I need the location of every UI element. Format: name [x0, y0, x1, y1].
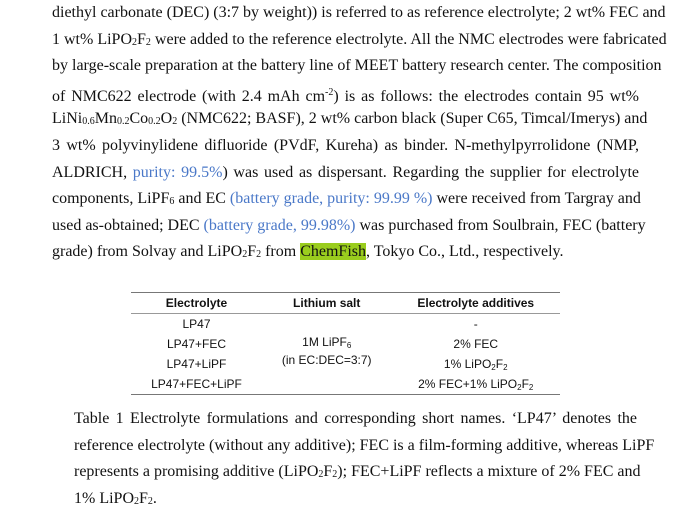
text-run: by large-scale preparation at the batter… — [52, 57, 662, 75]
text-run: were received from Targray and — [432, 190, 641, 208]
header-additives: Electrolyte additives — [391, 292, 560, 314]
subscript: 0.2 — [148, 116, 161, 128]
text-run: LiNi — [52, 110, 83, 128]
link-text: (battery grade, purity: 99.99 %) — [229, 190, 433, 208]
text-run: 2% FEC — [453, 337, 499, 351]
table-header-row: Electrolyte Lithium salt Electrolyte add… — [131, 292, 560, 314]
salt-sub: 6 — [346, 340, 352, 350]
table-row: LP47+LiPF 1% LiPO2F2 — [131, 354, 560, 374]
text-run: 1% LiPO — [443, 356, 492, 371]
text-line: 1 wt% LiPO2F2 were added to the referenc… — [52, 27, 667, 54]
text-run: Co — [129, 110, 149, 128]
subscript: 2 — [318, 469, 324, 481]
text-line: ALDRICH, purity: 99.5%) was used as disp… — [52, 160, 639, 187]
subscript: 0.6 — [82, 116, 95, 128]
text-run: used as-obtained; DEC — [52, 216, 204, 234]
cell-additive: 2% FEC — [391, 334, 560, 354]
table-row: LP47 1M LiPF6 (in EC:DEC=3:7) - — [131, 314, 560, 367]
text-run: , Tokyo Co., Ltd., respectively. — [366, 243, 564, 261]
text-run: from — [261, 243, 301, 261]
text-run: represents a promising additive (LiPO — [74, 463, 319, 481]
text-run: of NMC622 electrode (with 2.4 mAh cm — [52, 87, 326, 105]
text-run: F — [247, 243, 257, 261]
text-run: ) is as follows: the electrodes contain … — [333, 87, 639, 105]
subscript: 2 — [172, 116, 178, 128]
text-run: F — [521, 376, 529, 391]
text-run: F — [495, 356, 504, 371]
subscript: 2 — [256, 249, 262, 261]
text-run: ); FEC+LiPF reflects a mixture of 2% FEC… — [337, 463, 641, 481]
text-run: F — [137, 30, 146, 48]
text-run: Mn — [94, 110, 117, 128]
text-line: Table 1 Electrolyte formulations and cor… — [74, 406, 637, 433]
text-run: F — [323, 463, 333, 481]
text-line: reference electrolyte (without any addit… — [74, 433, 654, 460]
text-line: components, LiPF6 and EC (battery grade,… — [52, 186, 641, 213]
subscript: 2 — [528, 382, 534, 392]
text-run: - — [473, 317, 478, 331]
table-row: LP47+FEC 2% FEC — [131, 334, 560, 354]
text-line: of NMC622 electrode (with 2.4 mAh cm-2) … — [52, 80, 639, 107]
subscript: 2 — [132, 36, 137, 48]
text-run: (NMC622; BASF), 2 wt% carbon black (Supe… — [177, 110, 648, 128]
table-caption: Table 1 Electrolyte formulations and cor… — [74, 406, 654, 513]
text-run: 3 wt% polyvinylidene difluoride (PVdF, K… — [52, 136, 639, 154]
header-electrolyte: Electrolyte — [131, 292, 262, 314]
text-run: 1% LiPO — [74, 489, 134, 507]
text-line: represents a promising additive (LiPO2F2… — [74, 459, 641, 486]
cell-lithium-salt: 1M LiPF6 (in EC:DEC=3:7) — [262, 314, 392, 395]
subscript: 2 — [134, 495, 139, 507]
text-run: ALDRICH, — [52, 163, 133, 181]
salt-line1: 1M LiPF — [302, 334, 347, 349]
cell-electrolyte: LP47+FEC+LiPF — [151, 377, 242, 391]
text-line: grade) from Solvay and LiPO2F2 from Chem… — [52, 239, 639, 266]
subscript: 2 — [503, 362, 508, 372]
text-run: ) was used as dispersant. Regarding the … — [222, 163, 640, 181]
text-run: components, LiPF — [52, 190, 170, 208]
text-line: LiNi0.6Mn0.2Co0.2O2 (NMC622; BASF), 2 wt… — [52, 106, 647, 133]
text-run: diethyl carbonate (DEC) (3:7 by weight))… — [52, 4, 666, 21]
text-run: F — [139, 489, 148, 507]
subscript: 2 — [147, 495, 153, 507]
link-text: purity: 99.5% — [132, 163, 223, 181]
text-run: and EC — [174, 190, 230, 208]
text-run: Table 1 Electrolyte formulations and cor… — [74, 410, 637, 427]
text-run: 2% FEC+1% LiPO — [418, 376, 518, 391]
text-line: diethyl carbonate (DEC) (3:7 by weight))… — [52, 0, 666, 27]
text-line: 1% LiPO2F2. — [74, 486, 637, 513]
electrolyte-table: Electrolyte Lithium salt Electrolyte add… — [131, 292, 560, 395]
subscript: 6 — [169, 196, 175, 208]
highlighted-text: ChemFish — [300, 243, 366, 261]
header-lithium-salt: Lithium salt — [261, 292, 392, 314]
text-line: by large-scale preparation at the batter… — [52, 53, 662, 80]
subscript: 2 — [332, 469, 338, 481]
subscript: 2 — [242, 249, 248, 261]
cell-additive: 2% FEC+1% LiPO2F2 — [391, 374, 560, 395]
text-run: was purchased from Soulbrain, FEC (batte… — [355, 216, 646, 234]
text-run: grade) from Solvay and LiPO — [52, 243, 243, 261]
text-run: O — [160, 110, 173, 128]
text-run: were added to the reference electrolyte.… — [150, 30, 667, 48]
text-run: . — [152, 489, 157, 507]
table-row: LP47+FEC+LiPF 2% FEC+1% LiPO2F2 — [131, 374, 560, 395]
cell-electrolyte: LP47 — [182, 317, 211, 331]
link-text: (battery grade, 99.98%) — [203, 216, 356, 234]
text-run: 1 wt% LiPO — [52, 30, 132, 48]
subscript: 2 — [517, 382, 522, 392]
subscript: 0.2 — [116, 116, 130, 128]
text-run: reference electrolyte (without any addit… — [74, 436, 655, 454]
salt-line2: (in EC:DEC=3:7) — [281, 352, 372, 367]
cell-electrolyte: LP47+LiPF — [166, 357, 227, 371]
subscript: 2 — [145, 36, 151, 48]
body-paragraph: diethyl carbonate (DEC) (3:7 by weight))… — [52, 0, 667, 266]
text-line: used as-obtained; DEC (battery grade, 99… — [52, 213, 646, 240]
subscript: 2 — [491, 362, 496, 372]
superscript: -2 — [325, 86, 334, 98]
cell-electrolyte: LP47+FEC — [166, 337, 226, 351]
cell-additive: 1% LiPO2F2 — [391, 354, 560, 374]
cell-additive: - — [391, 314, 560, 335]
text-line: 3 wt% polyvinylidene difluoride (PVdF, K… — [52, 133, 639, 160]
